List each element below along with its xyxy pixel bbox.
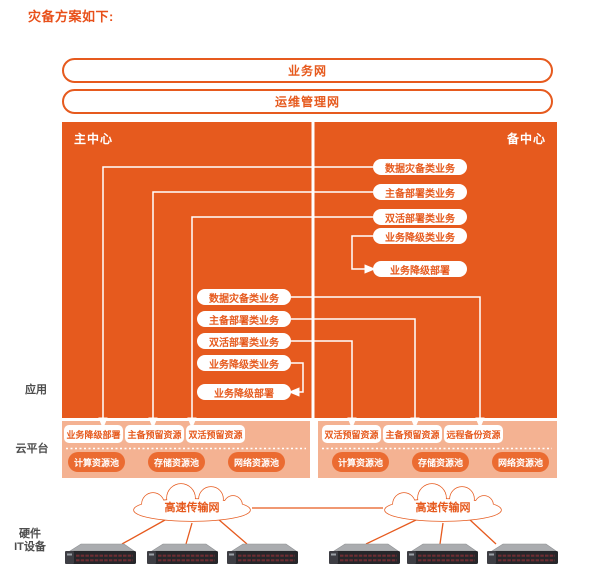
- backup-center-label: 备中心: [507, 132, 547, 146]
- cloud-platform-row-label: 云平台: [15, 443, 49, 455]
- resource-pool-pill-storage: 存储资源池: [148, 452, 205, 472]
- main-center-label: 主中心: [74, 132, 114, 146]
- reserved-resource-box: 主备预留资源: [125, 425, 184, 443]
- transport-cloud-backup: 高速传输网: [384, 483, 502, 522]
- service-box-main-active-standby: 主备部署类业务: [197, 311, 291, 327]
- hardware-row-label-line1: 硬件: [19, 528, 41, 540]
- resource-pool-pill-storage: 存储资源池: [412, 452, 469, 472]
- degraded-deploy-box-backup: 业务降级部署: [373, 261, 467, 277]
- reserved-resource-box: 主备预留资源: [383, 425, 442, 443]
- management-network-pill: 运维管理网: [62, 89, 553, 114]
- server-icon: [327, 542, 402, 566]
- server-icon: [225, 542, 300, 566]
- resource-pool-pill-network: 网络资源池: [492, 452, 549, 472]
- transport-cloud-main: 高速传输网: [133, 483, 251, 522]
- reserved-resource-box: 远程备份资源: [444, 425, 503, 443]
- server-icon: [485, 542, 560, 566]
- server-icon: [63, 542, 138, 566]
- service-box-backup-active-standby: 主备部署类业务: [373, 184, 467, 200]
- service-box-main-active-active: 双活部署类业务: [197, 333, 291, 349]
- service-box-backup-degrade-class: 业务降级类业务: [373, 228, 467, 244]
- datacenter-block: [62, 122, 557, 418]
- resource-pool-pill-compute: 计算资源池: [332, 452, 389, 472]
- service-box-main-degrade-class: 业务降级类业务: [197, 355, 291, 371]
- server-rack-row: [63, 542, 560, 566]
- service-box-main-data-dr: 数据灾备类业务: [197, 289, 291, 305]
- hardware-row-label: 硬件 IT设备: [6, 528, 54, 554]
- transport-cloud-main-label: 高速传输网: [165, 500, 220, 514]
- server-icon: [405, 542, 480, 566]
- reserved-resource-box: 双活预留资源: [322, 425, 381, 443]
- page-title: 灾备方案如下:: [28, 9, 114, 24]
- service-box-backup-active-active: 双活部署类业务: [373, 209, 467, 225]
- transport-cloud-backup-label: 高速传输网: [416, 500, 471, 514]
- reserved-resource-box: 业务降级部署: [64, 425, 123, 443]
- application-row-label: 应用: [25, 384, 47, 396]
- hardware-row-label-line2: IT设备: [14, 541, 46, 553]
- resource-pool-pill-network: 网络资源池: [228, 452, 285, 472]
- server-icon: [145, 542, 220, 566]
- business-network-pill: 业务网: [62, 58, 553, 83]
- resource-pool-pill-compute: 计算资源池: [68, 452, 125, 472]
- degraded-deploy-box-main: 业务降级部署: [197, 384, 291, 400]
- service-box-backup-data-dr: 数据灾备类业务: [373, 159, 467, 175]
- reserved-resource-box: 双活预留资源: [186, 425, 245, 443]
- transport-links: [121, 507, 497, 545]
